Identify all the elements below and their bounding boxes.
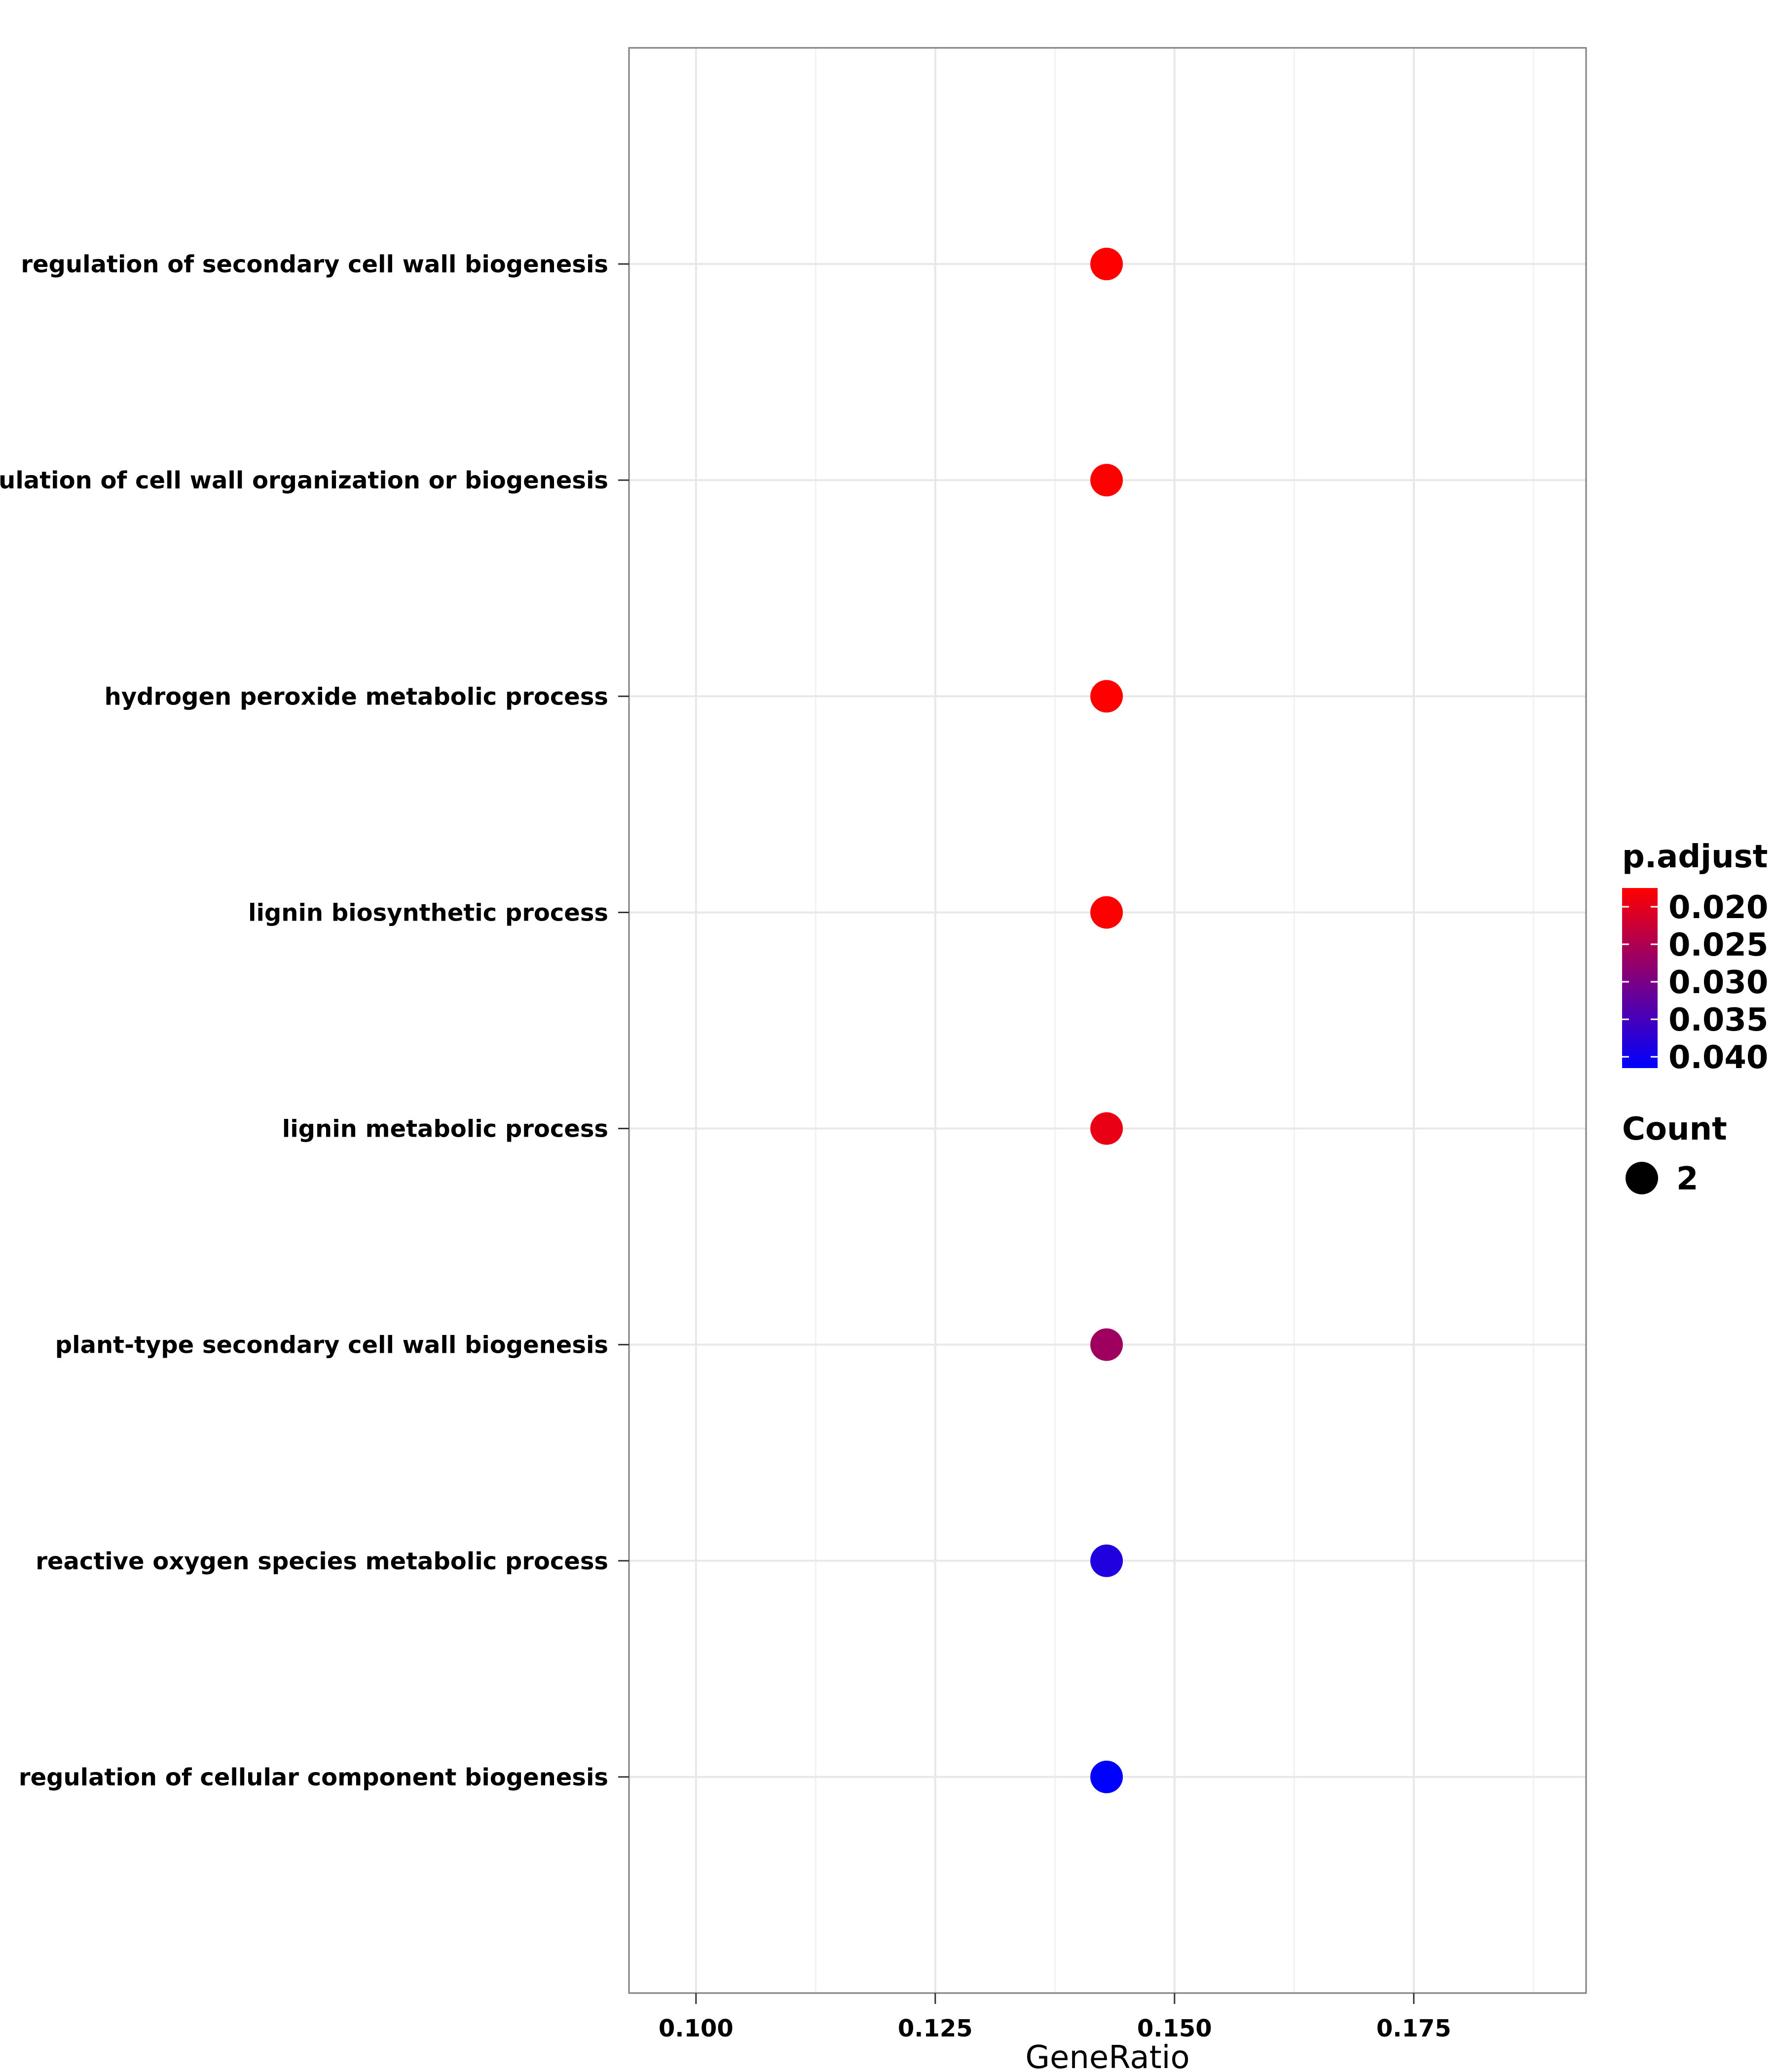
data-point — [1090, 464, 1123, 497]
data-point — [1090, 248, 1123, 281]
y-tick-label: reactive oxygen species metabolic proces… — [36, 1548, 608, 1575]
y-tick-label: hydrogen peroxide metabolic process — [105, 683, 608, 710]
size-legend-key — [1626, 1162, 1658, 1194]
plot-panel-border — [628, 47, 1587, 1994]
size-legend-label: 2 — [1676, 1161, 1699, 1197]
y-tick-label: regulation of cell wall organization or … — [0, 467, 608, 494]
data-point — [1090, 1760, 1123, 1793]
y-tick-label: plant-type secondary cell wall biogenesi… — [55, 1332, 608, 1359]
data-point — [1090, 1544, 1123, 1577]
x-tick-label: 0.150 — [1137, 2015, 1212, 2042]
color-legend-label: 0.035 — [1668, 1002, 1768, 1038]
minor-grid — [814, 48, 1534, 1993]
x-tick-label: 0.125 — [898, 2015, 973, 2042]
x-tick-label: 0.175 — [1376, 2015, 1451, 2042]
data-point — [1090, 1112, 1123, 1145]
y-axis: regulation of secondary cell wall biogen… — [0, 251, 629, 1791]
data-points — [1090, 248, 1123, 1793]
y-tick-label: lignin metabolic process — [282, 1115, 608, 1143]
color-legend-label: 0.040 — [1668, 1039, 1768, 1076]
color-legend-bar — [1622, 888, 1658, 1068]
data-point — [1090, 896, 1123, 929]
color-legend-label: 0.030 — [1668, 964, 1768, 1001]
x-axis: 0.100 0.125 0.150 0.175 — [659, 1993, 1451, 2042]
data-point — [1090, 680, 1123, 713]
plot-panel-background — [629, 48, 1586, 1993]
data-point — [1090, 1328, 1123, 1361]
color-legend-label: 0.020 — [1668, 889, 1768, 926]
x-axis-title: GeneRatio — [1025, 2039, 1189, 2072]
y-tick-label: regulation of secondary cell wall biogen… — [21, 251, 608, 278]
y-tick-label: lignin biosynthetic process — [248, 899, 608, 926]
color-legend-title: p.adjust — [1622, 839, 1768, 875]
x-tick-label: 0.100 — [659, 2015, 734, 2042]
color-legend-label: 0.025 — [1668, 927, 1768, 963]
y-tick-label: regulation of cellular component biogene… — [19, 1764, 608, 1791]
size-legend-title: Count — [1622, 1111, 1727, 1147]
